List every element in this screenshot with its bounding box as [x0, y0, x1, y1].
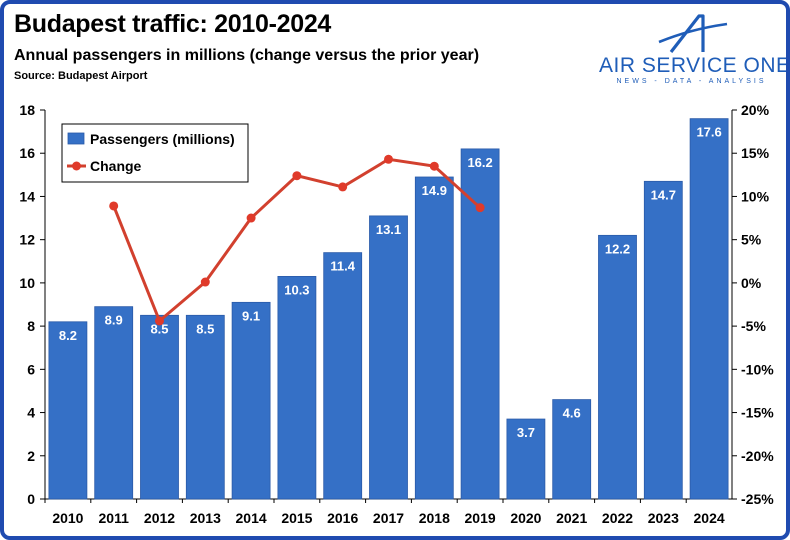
bar-2019 [460, 148, 500, 500]
chart-subtitle: Annual passengers in millions (change ve… [14, 47, 480, 64]
bar-data-label: 11.4 [330, 259, 355, 274]
bar-data-label: 4.6 [563, 406, 581, 421]
y-left-tick-label: 2 [27, 448, 35, 464]
legend-swatch-marker [72, 161, 81, 171]
bar-2012 [140, 314, 179, 500]
y-right-tick-label: -20% [741, 448, 774, 464]
y-right-tick-label: 10% [741, 188, 770, 204]
bar-data-label: 17.6 [696, 125, 721, 140]
bar-2010 [48, 321, 88, 500]
y-right-tick-label: 15% [741, 145, 770, 161]
bar-data-label: 14.9 [422, 183, 447, 198]
bar-data-label: 12.2 [605, 241, 630, 256]
x-tick-label: 2024 [694, 510, 725, 526]
change-point-2014 [246, 213, 256, 223]
bar-data-label: 9.1 [242, 308, 260, 323]
y-left-tick-label: 18 [19, 102, 35, 118]
y-right-tick-label: -15% [741, 405, 774, 421]
y-left-tick-label: 14 [19, 188, 35, 204]
bar-data-label: 8.2 [59, 328, 77, 343]
bar-data-label: 13.1 [376, 222, 401, 237]
y-right-tick-label: 20% [741, 102, 770, 118]
y-right-tick-label: -25% [741, 491, 774, 507]
x-tick-label: 2013 [190, 510, 221, 526]
y-left-tick-label: 0 [27, 491, 35, 507]
bar-2014 [231, 301, 271, 500]
bar-data-label: 10.3 [284, 282, 309, 297]
x-tick-label: 2014 [236, 510, 267, 526]
legend-swatch-bar [67, 132, 85, 145]
legend-label-change: Change [90, 158, 142, 174]
bar-2021 [552, 399, 592, 500]
x-tick-label: 2023 [648, 510, 679, 526]
y-right-tick-label: -10% [741, 361, 774, 377]
brand-tagline: NEWS - DATA - ANALYSIS [616, 78, 767, 85]
y-left-tick-label: 12 [19, 232, 35, 248]
y-left-tick-label: 4 [27, 405, 35, 421]
bar-data-label: 16.2 [467, 155, 492, 170]
bar-data-label: 8.5 [196, 321, 214, 336]
y-left-tick-label: 16 [19, 145, 35, 161]
change-point-2015 [292, 171, 302, 181]
bar-data-label: 14.7 [651, 187, 676, 202]
y-left-tick-label: 8 [27, 318, 35, 334]
y-right-tick-label: 5% [741, 232, 762, 248]
bar-2018 [414, 176, 454, 500]
x-tick-label: 2021 [556, 510, 587, 526]
bar-data-label: 8.9 [105, 313, 123, 328]
y-left-tick-label: 6 [27, 361, 35, 377]
bar-data-label: 8.5 [150, 321, 168, 336]
bar-2023 [643, 180, 683, 500]
x-tick-label: 2016 [327, 510, 358, 526]
legend-box [61, 123, 249, 183]
y-left-tick-label: 10 [19, 275, 35, 291]
x-tick-label: 2010 [52, 510, 83, 526]
y-right-tick-label: 0% [741, 275, 762, 291]
change-point-2012 [155, 316, 164, 326]
change-point-2017 [384, 154, 393, 164]
a-swoosh-logo-icon [658, 14, 728, 53]
x-tick-label: 2011 [99, 510, 130, 526]
brand-name: AIR SERVICE ONE [599, 54, 790, 77]
brand-logo: AIR SERVICE ONE NEWS - DATA - ANALYSIS [599, 12, 790, 88]
bar-2016 [323, 252, 363, 500]
x-tick-label: 2018 [419, 510, 450, 526]
legend-label-passengers: Passengers (millions) [90, 131, 235, 147]
bar-2022 [598, 234, 637, 500]
bar-data-label: 3.7 [517, 425, 535, 440]
bar-2013 [185, 314, 225, 500]
x-tick-label: 2015 [281, 510, 312, 526]
change-point-2011 [109, 201, 119, 211]
bar-2011 [94, 306, 134, 500]
y-right-tick-label: -5% [741, 318, 766, 334]
change-point-2013 [200, 277, 210, 287]
chart-title: Budapest traffic: 2010-2024 [14, 10, 332, 38]
change-point-2016 [338, 182, 348, 192]
change-point-2018 [429, 161, 439, 171]
x-tick-label: 2022 [602, 510, 633, 526]
chart-source: Source: Budapest Airport [14, 70, 148, 82]
bar-2017 [369, 215, 408, 500]
x-tick-label: 2020 [510, 510, 541, 526]
bar-2015 [277, 276, 317, 500]
bar-2020 [506, 418, 546, 500]
change-point-2019 [475, 203, 485, 213]
x-tick-label: 2019 [465, 510, 496, 526]
x-tick-label: 2012 [144, 510, 175, 526]
bar-2024 [689, 118, 729, 500]
x-tick-label: 2017 [373, 510, 404, 526]
